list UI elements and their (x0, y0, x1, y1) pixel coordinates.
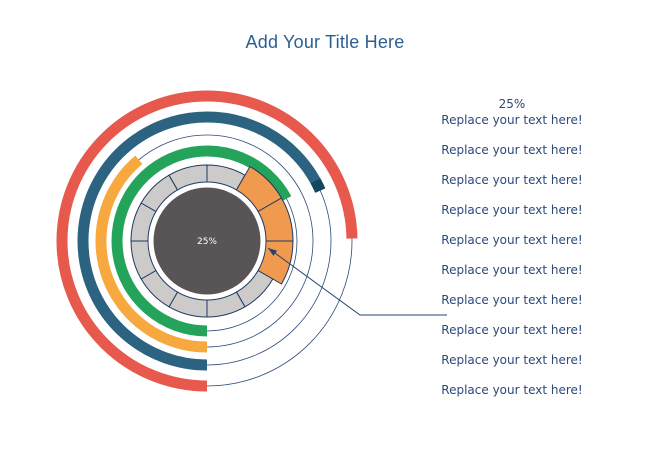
blue-progress-arc[interactable] (77, 111, 326, 371)
legend-panel: 25% Replace your text here! Replace your … (432, 0, 592, 460)
legend-item[interactable]: Replace your text here! (441, 233, 583, 247)
center-circle[interactable] (153, 187, 261, 295)
legend-item[interactable]: Replace your text here! (441, 323, 583, 337)
green-progress-arc[interactable] (111, 145, 292, 337)
center-percentage-label: 25% (197, 237, 217, 247)
chart-title[interactable]: Add Your Title Here (245, 32, 405, 52)
highlighted-segment[interactable] (257, 240, 294, 285)
percentage-label[interactable]: 25% (498, 97, 526, 111)
callout-arrowhead-icon (268, 248, 278, 256)
legend-item[interactable]: Replace your text here! (441, 173, 583, 187)
red-progress-arc[interactable] (56, 90, 358, 392)
blue-arc-end-cap (310, 178, 326, 193)
legend-lines: Replace your text here! Replace your text… (432, 105, 592, 405)
legend-item[interactable]: Replace your text here! (441, 203, 583, 217)
yellow-progress-arc[interactable] (95, 155, 208, 353)
legend-item[interactable]: Replace your text here! (441, 293, 583, 307)
legend-item[interactable]: Replace your text here! (441, 263, 583, 277)
legend-item[interactable]: Replace your text here! (441, 383, 583, 397)
legend-item[interactable]: Replace your text here! (441, 143, 583, 157)
callout-line (267, 247, 447, 316)
segment[interactable] (168, 164, 208, 191)
legend-item[interactable]: Replace your text here! (441, 113, 583, 127)
legend-item[interactable]: Replace your text here! (441, 353, 583, 367)
